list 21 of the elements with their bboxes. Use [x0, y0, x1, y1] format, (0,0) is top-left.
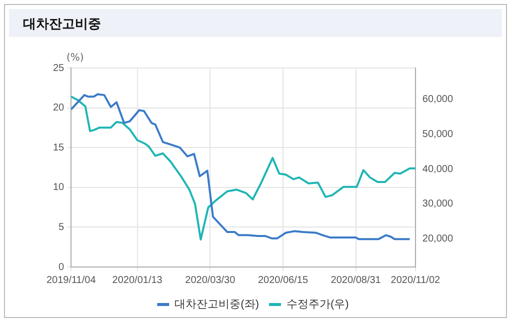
x-tick-label: 2020/01/13	[112, 274, 163, 286]
y2-tick-label: 20,000	[422, 234, 454, 245]
y2-tick-label: 40,000	[422, 164, 454, 175]
y-axis-title: (%)	[66, 52, 84, 64]
legend-label: 수정주가(우)	[286, 298, 349, 311]
y-tick-label: 0	[58, 262, 65, 273]
y2-tick-label: 30,000	[422, 198, 454, 210]
x-tick-label: 2020/06/15	[258, 274, 308, 286]
y2-tick-label: 60,000	[422, 94, 454, 106]
legend-label: 대차잔고비중(좌)	[174, 298, 259, 311]
y2-tick-label: 50,000	[422, 128, 454, 140]
y-tick-label: 15	[53, 142, 65, 154]
x-tick-label: 2020/11/02	[390, 274, 441, 286]
y-tick-label: 10	[53, 182, 65, 194]
x-tick-label: 2019/11/04	[46, 274, 96, 286]
y-tick-label: 5	[58, 222, 65, 233]
chart-title: 대차잔고비중	[23, 16, 101, 33]
x-tick-label: 2020/03/30	[185, 274, 236, 286]
x-tick-label: 2020/08/31	[330, 274, 382, 286]
y-tick-label: 25	[53, 62, 65, 74]
y-tick-label: 20	[53, 102, 65, 114]
